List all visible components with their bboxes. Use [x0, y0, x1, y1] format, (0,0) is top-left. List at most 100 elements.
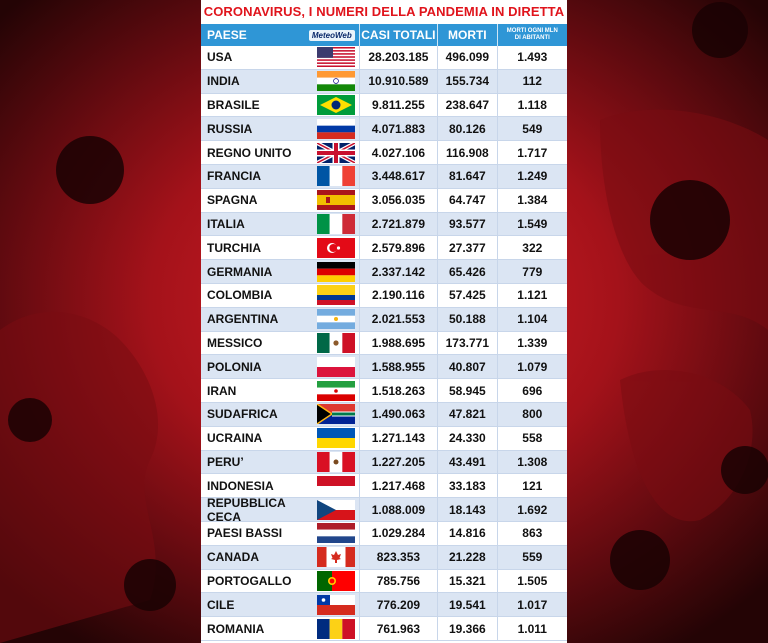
deaths: 15.321 — [437, 569, 497, 593]
deaths: 40.807 — [437, 355, 497, 379]
table-row: CILE 776.209 19.541 1.017 — [201, 593, 567, 618]
deaths-per-million: 559 — [496, 545, 567, 569]
deaths-per-million: 322 — [496, 236, 567, 260]
total-cases: 1.518.263 — [358, 379, 437, 402]
country-name: TURCHIA — [207, 240, 261, 255]
deaths-per-million: 1.339 — [496, 331, 567, 355]
header-casi: CASI TOTALI — [358, 24, 437, 46]
total-cases: 9.811.255 — [358, 93, 437, 117]
total-cases: 2.579.896 — [358, 236, 437, 260]
total-cases: 4.071.883 — [358, 117, 437, 141]
table-row: REGNO UNITO 4.027.106 116.908 1.717 — [201, 141, 567, 165]
deaths: 18.143 — [437, 498, 497, 521]
header-paese: PAESE MeteoWeb — [201, 24, 359, 46]
total-cases: 1.588.955 — [358, 355, 437, 379]
deaths: 50.188 — [437, 307, 497, 331]
mexico-flag-icon — [314, 332, 359, 355]
total-cases: 761.963 — [358, 617, 437, 640]
country-name: ARGENTINA — [207, 312, 279, 327]
table-row: ARGENTINA 2.021.553 50.188 1.104 — [201, 307, 567, 332]
country-name: ROMANIA — [207, 621, 265, 636]
deaths-per-million: 549 — [496, 117, 567, 141]
country-name: CANADA — [207, 550, 259, 565]
deaths-per-million: 696 — [496, 379, 567, 402]
italy-flag-icon — [314, 213, 359, 236]
deaths-per-million: 112 — [496, 69, 567, 93]
table-body: USA 28.203.185 496.099 1.493 INDIA 10.910.589… — [201, 46, 567, 641]
total-cases: 28.203.185 — [358, 46, 437, 69]
poland-flag-icon — [314, 355, 359, 378]
chile-flag-icon — [314, 593, 359, 616]
argentina-flag-icon — [314, 308, 359, 331]
total-cases: 3.056.035 — [358, 188, 437, 212]
deaths-per-million: 121 — [496, 474, 567, 498]
deaths-per-million: 1.118 — [496, 93, 567, 117]
deaths-per-million: 1.017 — [496, 593, 567, 617]
total-cases: 1.029.284 — [358, 521, 437, 545]
total-cases: 1.271.143 — [358, 426, 437, 450]
deaths-per-million: 1.692 — [496, 498, 567, 521]
romania-flag-icon — [314, 617, 359, 640]
total-cases: 10.910.589 — [358, 69, 437, 93]
deaths: 238.647 — [437, 93, 497, 117]
country-name: REGNO UNITO — [207, 145, 292, 160]
ukraine-flag-icon — [314, 427, 359, 450]
table-row: ROMANIA 761.963 19.366 1.011 — [201, 617, 567, 641]
country-name: IRAN — [207, 383, 237, 398]
table-row: REPUBBLICA CECA 1.088.009 18.143 1.692 — [201, 495, 567, 524]
header-morti-mln: MORTI OGNI MLN DI ABITANTI — [496, 24, 567, 46]
country-name: SUDAFRICA — [207, 407, 278, 422]
turkey-flag-icon — [314, 236, 359, 259]
deaths-per-million: 1.493 — [496, 46, 567, 69]
spain-flag-icon — [314, 189, 359, 212]
usa-flag-icon — [314, 46, 359, 69]
deaths: 65.426 — [437, 260, 497, 283]
deaths: 173.771 — [437, 331, 497, 355]
deaths-per-million: 800 — [496, 402, 567, 426]
total-cases: 1.227.205 — [358, 450, 437, 474]
deaths-per-million: 558 — [496, 426, 567, 450]
country-name: COLOMBIA — [207, 288, 273, 303]
table-row: USA 28.203.185 496.099 1.493 — [201, 46, 567, 70]
table-row: PORTOGALLO 785.756 15.321 1.505 — [201, 569, 567, 594]
deaths: 21.228 — [437, 545, 497, 569]
country-name: ITALIA — [207, 216, 245, 231]
deaths: 116.908 — [437, 141, 497, 164]
table-row: CANADA 823.353 21.228 559 — [201, 545, 567, 570]
deaths: 81.647 — [437, 164, 497, 188]
deaths: 27.377 — [437, 236, 497, 260]
brazil-flag-icon — [314, 94, 359, 117]
deaths: 14.816 — [437, 521, 497, 545]
country-name: INDONESIA — [207, 478, 274, 493]
southafrica-flag-icon — [314, 403, 359, 426]
table-row: TURCHIA 2.579.896 27.377 322 — [201, 236, 567, 261]
deaths-per-million: 1.104 — [496, 307, 567, 331]
deaths: 80.126 — [437, 117, 497, 141]
table-row: ITALIA 2.721.879 93.577 1.549 — [201, 212, 567, 237]
deaths: 19.366 — [437, 617, 497, 640]
country-name: FRANCIA — [207, 169, 261, 184]
uk-flag-icon — [314, 141, 359, 164]
deaths: 33.183 — [437, 474, 497, 498]
deaths-per-million: 1.717 — [496, 141, 567, 164]
table-row: IRAN 1.518.263 58.945 696 — [201, 379, 567, 403]
india-flag-icon — [314, 70, 359, 93]
deaths-per-million: 1.308 — [496, 450, 567, 474]
deaths: 43.491 — [437, 450, 497, 474]
total-cases: 1.988.695 — [358, 331, 437, 355]
header-morti-mln-line1: MORTI OGNI MLN — [506, 28, 558, 34]
portugal-flag-icon — [314, 570, 359, 593]
peru-flag-icon — [314, 451, 359, 474]
total-cases: 2.021.553 — [358, 307, 437, 331]
country-name: REPUBBLICA CECA — [207, 495, 286, 524]
total-cases: 823.353 — [358, 545, 437, 569]
total-cases: 1.490.063 — [358, 402, 437, 426]
header-morti: MORTI — [437, 24, 497, 46]
country-name: CILE — [207, 597, 235, 612]
deaths: 93.577 — [437, 212, 497, 236]
total-cases: 3.448.617 — [358, 164, 437, 188]
russia-flag-icon — [314, 117, 359, 140]
table-row: GERMANIA 2.337.142 65.426 779 — [201, 260, 567, 284]
country-name: PORTOGALLO — [207, 573, 292, 588]
country-name: MESSICO — [207, 335, 263, 350]
